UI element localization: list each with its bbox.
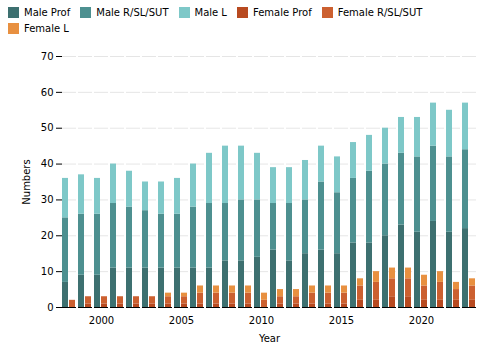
svg-text:0: 0 [47, 302, 53, 313]
svg-text:Year: Year [258, 333, 281, 344]
html-text:Female R/SL/SUT: Female R/SL/SUT [337, 6, 423, 18]
svg-text:50: 50 [41, 122, 54, 133]
svg-text:Numbers: Numbers [21, 159, 32, 204]
html-text:Male L: Male L [194, 6, 227, 18]
svg-text:70: 70 [41, 51, 54, 62]
svg-text:2005: 2005 [169, 315, 194, 326]
svg-text:2020: 2020 [409, 315, 434, 326]
svg-text:60: 60 [41, 87, 54, 98]
html-text:Male Prof: Male Prof [24, 6, 71, 18]
html-text:Female L: Female L [24, 23, 69, 35]
svg-text:20: 20 [41, 230, 54, 241]
svg-text:2010: 2010 [249, 315, 274, 326]
svg-text:2000: 2000 [89, 315, 114, 326]
svg-text:2015: 2015 [329, 315, 354, 326]
html-text:Male R/SL/SUT: Male R/SL/SUT [96, 6, 169, 18]
html-text:Female Prof: Female Prof [252, 6, 312, 18]
svg-text:10: 10 [41, 266, 54, 277]
svg-text:40: 40 [41, 158, 54, 169]
svg-text:30: 30 [41, 194, 54, 205]
